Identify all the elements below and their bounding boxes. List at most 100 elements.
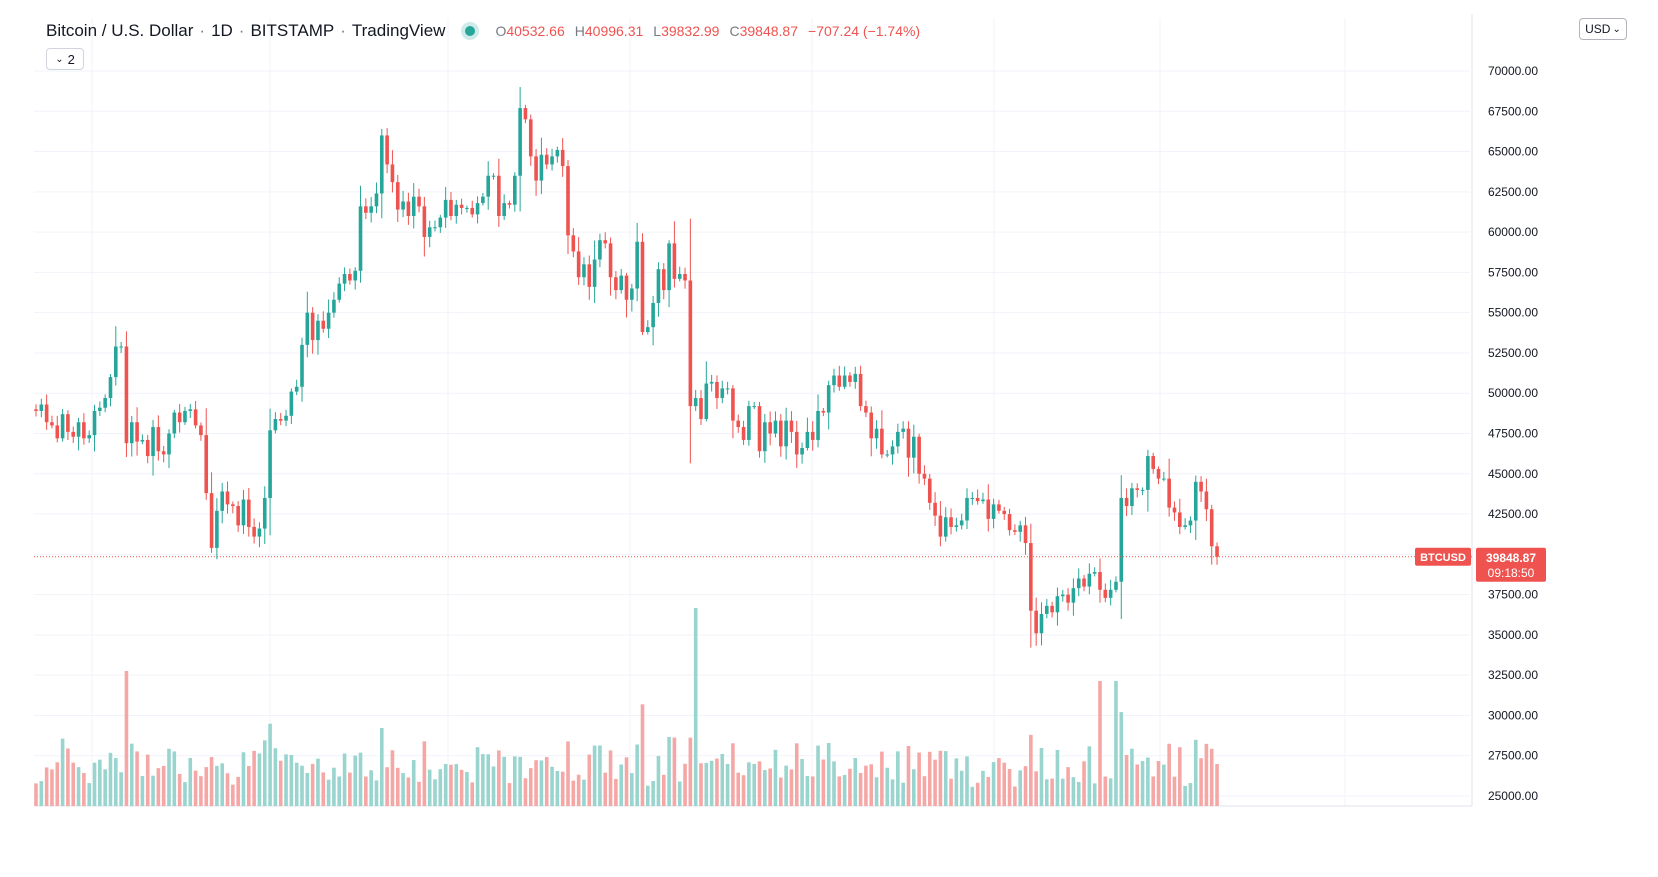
candle-body bbox=[241, 499, 246, 526]
candle-body bbox=[858, 373, 863, 407]
volume-bar bbox=[938, 750, 943, 806]
volume-bar bbox=[821, 759, 826, 806]
volume-bar bbox=[50, 769, 54, 806]
candle-body bbox=[140, 439, 145, 442]
interval-label[interactable]: 1D bbox=[211, 21, 233, 40]
candle-body bbox=[358, 206, 363, 271]
volume-bar bbox=[826, 743, 831, 806]
volume-bar bbox=[374, 780, 379, 806]
candle-body bbox=[800, 448, 804, 455]
candle-body bbox=[486, 175, 490, 197]
candle-body bbox=[364, 206, 368, 213]
candle-body bbox=[92, 410, 97, 436]
candle-body bbox=[975, 497, 980, 502]
currency-select[interactable]: USD ⌄ bbox=[1579, 18, 1627, 40]
y-tick-label: 55000.00 bbox=[1488, 306, 1538, 320]
volume-bar bbox=[1023, 766, 1028, 806]
chevron-down-icon: ⌄ bbox=[1612, 23, 1621, 35]
volume-bar bbox=[60, 738, 65, 806]
candle-body bbox=[938, 515, 943, 537]
candle-body bbox=[576, 251, 581, 278]
volume-bar bbox=[720, 753, 725, 806]
volume-bar bbox=[241, 752, 246, 806]
candle-body bbox=[582, 264, 586, 278]
candle-body bbox=[108, 377, 113, 399]
volume-bar bbox=[92, 762, 97, 806]
volume-bar bbox=[1209, 748, 1214, 806]
volume-bar bbox=[257, 753, 262, 806]
y-tick-label: 70000.00 bbox=[1488, 64, 1538, 78]
y-tick-label: 25000.00 bbox=[1488, 789, 1538, 803]
candle-body bbox=[1114, 581, 1118, 590]
volume-bar bbox=[550, 766, 554, 806]
volume-bar bbox=[1029, 734, 1033, 806]
candle-body bbox=[167, 433, 171, 455]
candle-body bbox=[289, 391, 294, 416]
volume-bar bbox=[1199, 758, 1203, 806]
volume-bar bbox=[1108, 778, 1113, 806]
volume-bar bbox=[193, 770, 198, 806]
candle-body bbox=[465, 207, 469, 209]
volume-bar bbox=[885, 767, 889, 806]
candle-body bbox=[34, 409, 38, 411]
volume-bar bbox=[779, 777, 783, 806]
candle-body bbox=[60, 414, 65, 439]
volume-bar bbox=[443, 764, 448, 806]
y-tick-label: 30000.00 bbox=[1488, 708, 1538, 722]
volume-bar bbox=[943, 751, 948, 806]
candle-body bbox=[369, 206, 373, 213]
volume-bar bbox=[406, 777, 411, 806]
candle-body bbox=[970, 497, 975, 499]
candle-body bbox=[917, 436, 921, 474]
candle-body bbox=[997, 504, 1001, 511]
volume-bar bbox=[794, 743, 799, 806]
countdown-label: 09:18:50 bbox=[1488, 566, 1535, 580]
candle-body bbox=[1193, 481, 1198, 521]
candle-body bbox=[853, 373, 858, 382]
market-status-icon[interactable] bbox=[465, 26, 476, 36]
candle-body bbox=[422, 206, 427, 237]
volume-bar bbox=[119, 772, 123, 806]
volume-bar bbox=[284, 754, 288, 806]
y-tick-label: 67500.00 bbox=[1488, 104, 1538, 118]
candle-body bbox=[1002, 510, 1007, 515]
candle-body bbox=[449, 199, 453, 216]
y-tick-label: 42500.00 bbox=[1488, 507, 1538, 521]
volume-bar bbox=[1114, 681, 1118, 806]
y-tick-label: 32500.00 bbox=[1488, 668, 1538, 682]
candle-body bbox=[252, 526, 256, 537]
candle-body bbox=[502, 203, 506, 216]
volume-bar bbox=[1018, 770, 1022, 806]
candle-body bbox=[1018, 525, 1022, 532]
volume-bar bbox=[890, 779, 895, 806]
candle-body bbox=[172, 412, 177, 434]
volume-bar bbox=[204, 767, 209, 806]
candle-body bbox=[954, 525, 959, 527]
candle-body bbox=[1151, 456, 1155, 469]
candle-body bbox=[417, 196, 421, 207]
candle-body bbox=[1204, 491, 1209, 510]
volume-bar bbox=[635, 744, 639, 806]
candle-body bbox=[257, 528, 262, 537]
candle-body bbox=[608, 243, 613, 278]
volume-bar bbox=[922, 776, 927, 806]
symbol-name[interactable]: Bitcoin / U.S. Dollar bbox=[46, 21, 194, 40]
volume-bar bbox=[225, 773, 230, 806]
volume-bar bbox=[975, 782, 980, 806]
volume-bar bbox=[523, 778, 528, 806]
volume-bar bbox=[1034, 771, 1038, 806]
volume-bar bbox=[486, 754, 490, 806]
volume-bar bbox=[358, 752, 363, 806]
candle-body bbox=[896, 431, 900, 447]
volume-bar bbox=[1124, 754, 1129, 806]
candle-body bbox=[981, 499, 985, 502]
volume-bar bbox=[763, 770, 767, 806]
candle-body bbox=[837, 375, 842, 387]
volume-bar bbox=[342, 753, 347, 806]
candle-body bbox=[401, 201, 405, 210]
indicators-toggle-button[interactable]: ⌄ 2 bbox=[46, 48, 84, 70]
volume-bar bbox=[896, 751, 900, 806]
candle-body bbox=[82, 422, 86, 439]
